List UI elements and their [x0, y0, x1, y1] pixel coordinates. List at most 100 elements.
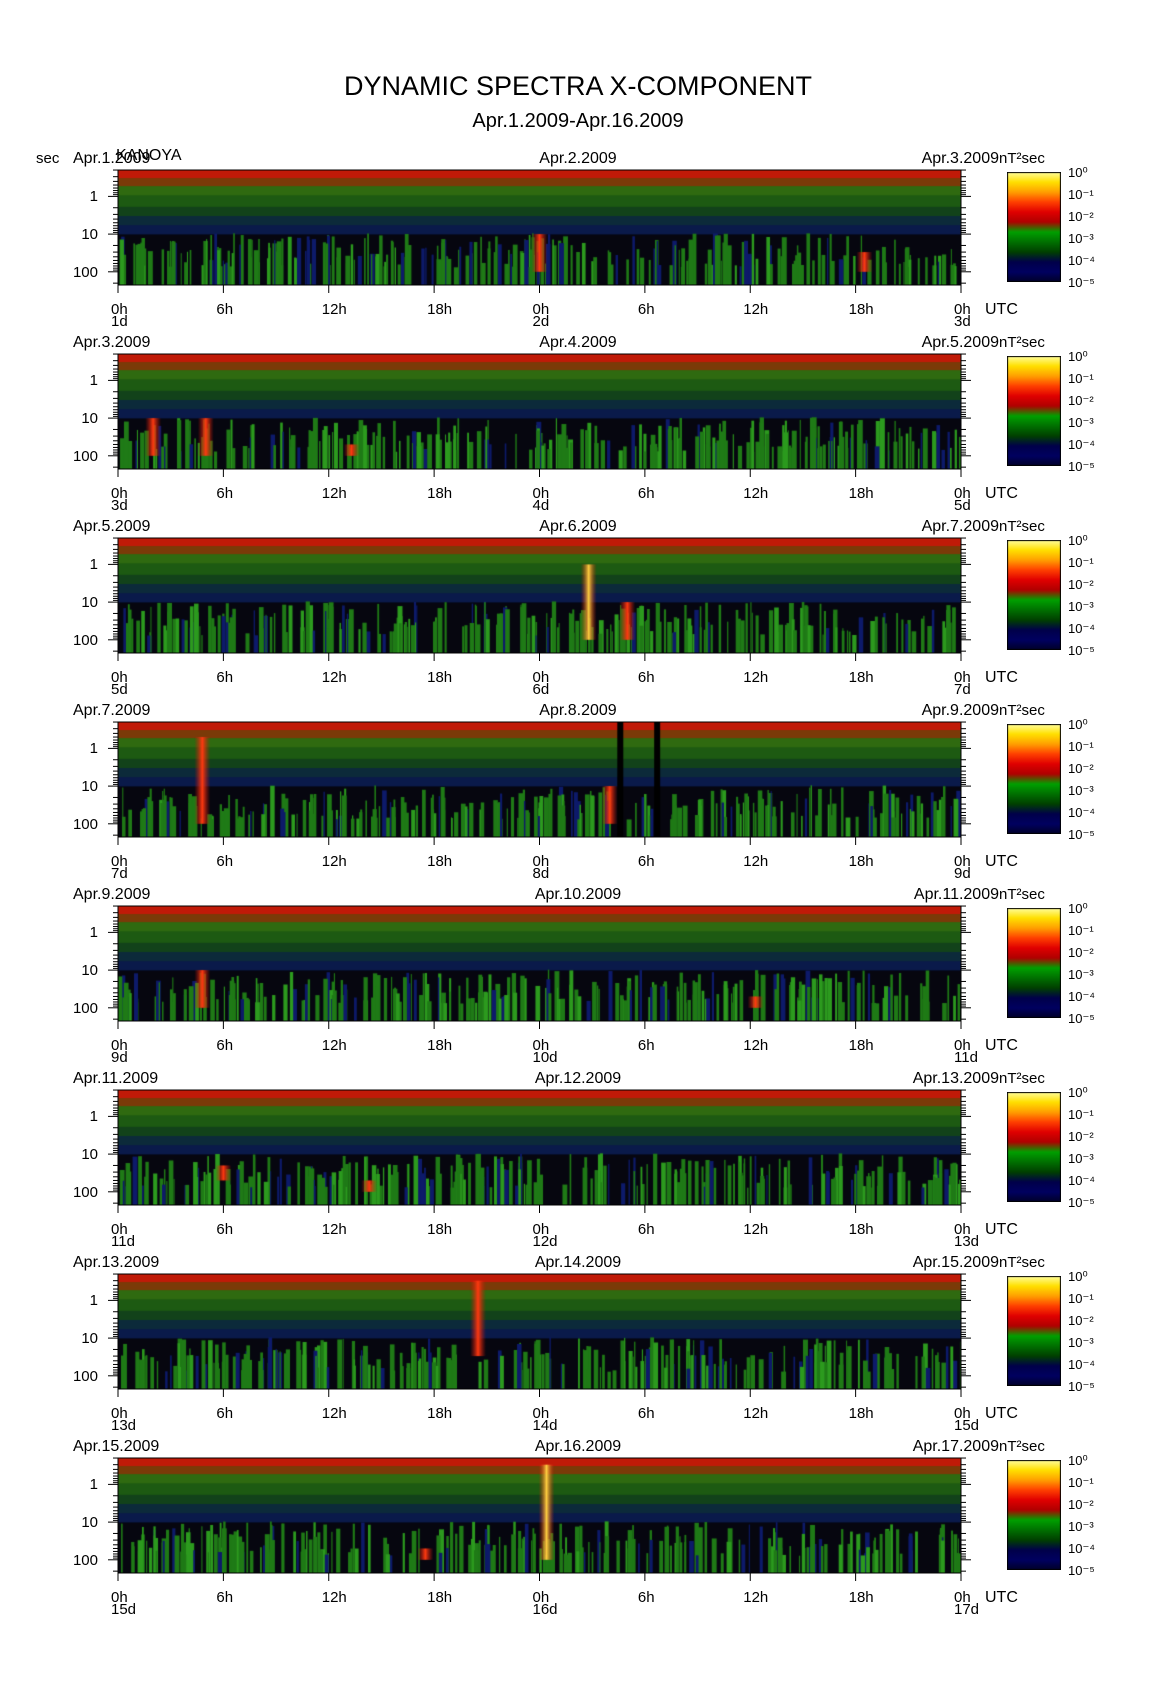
x-axis-unit: UTC	[985, 1221, 1018, 1238]
colorbar	[1007, 1276, 1061, 1386]
spectrogram	[118, 1458, 961, 1573]
x-tick-label: 6h	[637, 669, 655, 686]
y-tick-label: 10	[81, 226, 98, 244]
colorbar-unit: nT²sec	[999, 518, 1045, 535]
colorbar-tick-label: 10⁻⁴	[1068, 989, 1095, 1004]
y-tick-label: 10	[81, 410, 98, 428]
x-tick-label: 6h	[216, 669, 234, 686]
colorbar-tick-label: 10⁻⁵	[1068, 1011, 1095, 1026]
colorbar-tick-label: 10⁰	[1068, 1085, 1088, 1100]
y-tick-label: 10	[81, 778, 98, 796]
plot-frame	[117, 353, 962, 470]
colorbar	[1007, 540, 1061, 650]
y-tick-label: 1	[89, 1108, 98, 1126]
colorbar	[1007, 1092, 1061, 1202]
panel-axes	[108, 169, 971, 293]
x-axis-unit: UTC	[985, 1589, 1018, 1606]
colorbar-unit: nT²sec	[999, 1438, 1045, 1455]
x-tick-label: 0h	[111, 853, 128, 870]
x-axis-unit: UTC	[985, 301, 1018, 318]
x-tick-label: 0h	[532, 853, 550, 870]
x-tick-label: 6h	[216, 301, 234, 318]
colorbar-tick-label: 10⁻⁵	[1068, 1563, 1095, 1578]
day-label: 9d	[111, 1049, 128, 1066]
x-tick-label: 0h	[111, 1221, 128, 1238]
colorbar-tick-label: 10⁰	[1068, 165, 1088, 180]
y-tick-label: 1	[89, 1292, 98, 1310]
x-tick-label: 18h	[848, 1221, 874, 1238]
x-tick-label: 0h	[111, 669, 128, 686]
panel-start-date: Apr.15.2009	[73, 1438, 160, 1455]
day-label: 10d	[532, 1049, 558, 1066]
day-label: 2d	[532, 313, 550, 330]
x-tick-label: 0h	[532, 1037, 550, 1054]
day-label: 13d	[954, 1233, 980, 1250]
spectra-panel: Apr.15.2009 Apr.16.2009 Apr.17.2009 nT²sec 1…	[0, 1438, 1156, 1622]
colorbar-tick-label: 10⁻²	[1068, 1129, 1094, 1144]
x-tick-label: 12h	[321, 1405, 347, 1422]
y-tick-label: 100	[72, 1551, 98, 1569]
x-tick-label: 18h	[427, 1405, 453, 1422]
chart-subtitle: Apr.1.2009-Apr.16.2009	[472, 110, 684, 132]
x-tick-label: 18h	[848, 1589, 874, 1606]
colorbar-tick-label: 10⁻²	[1068, 209, 1094, 224]
plot-frame	[117, 905, 962, 1022]
x-axis-unit: UTC	[985, 853, 1018, 870]
y-tick-label: 100	[72, 1367, 98, 1385]
colorbar-tick-label: 10⁻¹	[1068, 187, 1094, 202]
panel-axes	[108, 1273, 971, 1397]
y-axis-unit: sec	[36, 150, 60, 167]
colorbar-tick-label: 10⁻⁴	[1068, 1541, 1095, 1556]
colorbar-tick-label: 10⁻⁴	[1068, 437, 1095, 452]
day-label: 3d	[111, 497, 128, 514]
x-tick-label: 18h	[848, 853, 874, 870]
x-tick-label: 0h	[954, 301, 971, 318]
x-tick-label: 6h	[637, 1589, 655, 1606]
y-tick-label: 100	[72, 447, 98, 465]
colorbar	[1007, 172, 1061, 282]
colorbar-tick-label: 10⁻¹	[1068, 923, 1094, 938]
x-tick-label: 0h	[532, 485, 550, 502]
y-tick-label: 10	[81, 1146, 98, 1164]
spectra-panel: Apr.13.2009 Apr.14.2009 Apr.15.2009 nT²sec 1…	[0, 1254, 1156, 1438]
colorbar-tick-label: 10⁰	[1068, 901, 1088, 916]
panel-mid-date: Apr.16.2009	[534, 1438, 622, 1455]
y-tick-label: 10	[81, 1330, 98, 1348]
colorbar-unit: nT²sec	[999, 1070, 1045, 1087]
x-tick-label: 12h	[743, 1221, 769, 1238]
x-tick-label: 0h	[954, 485, 971, 502]
colorbar-tick-label: 10⁻⁵	[1068, 1379, 1095, 1394]
panel-mid-date: Apr.2.2009	[539, 150, 617, 167]
spectrogram	[118, 170, 961, 285]
colorbar-tick-label: 10⁻¹	[1068, 1475, 1094, 1490]
x-tick-label: 12h	[321, 301, 347, 318]
colorbar-tick-label: 10⁰	[1068, 717, 1088, 732]
x-tick-label: 12h	[743, 1405, 769, 1422]
spectra-panel: Apr.11.2009 Apr.12.2009 Apr.13.2009 nT²sec 1…	[0, 1070, 1156, 1254]
panel-axes	[108, 1457, 971, 1581]
x-tick-label: 6h	[637, 301, 655, 318]
colorbar-unit: nT²sec	[999, 1254, 1045, 1271]
station-name: KANOYA	[116, 147, 182, 164]
x-tick-label: 0h	[954, 1589, 971, 1606]
x-tick-label: 6h	[216, 1221, 234, 1238]
x-tick-label: 6h	[216, 1589, 234, 1606]
panel-axes	[108, 1089, 971, 1213]
day-label: 6d	[532, 681, 550, 698]
x-tick-label: 0h	[954, 669, 971, 686]
x-tick-label: 12h	[743, 485, 769, 502]
x-tick-label: 12h	[321, 1037, 347, 1054]
plot-frame	[117, 537, 962, 654]
y-tick-label: 100	[72, 1183, 98, 1201]
panel-axes	[108, 353, 971, 477]
colorbar-tick-label: 10⁻³	[1068, 415, 1094, 430]
day-label: 14d	[532, 1417, 558, 1434]
x-tick-label: 6h	[216, 1405, 234, 1422]
day-label: 4d	[532, 497, 550, 514]
x-tick-label: 0h	[532, 1589, 550, 1606]
x-tick-label: 0h	[532, 301, 550, 318]
x-tick-label: 6h	[216, 485, 234, 502]
x-tick-label: 12h	[743, 669, 769, 686]
day-label: 17d	[954, 1601, 980, 1618]
plot-frame	[117, 721, 962, 838]
